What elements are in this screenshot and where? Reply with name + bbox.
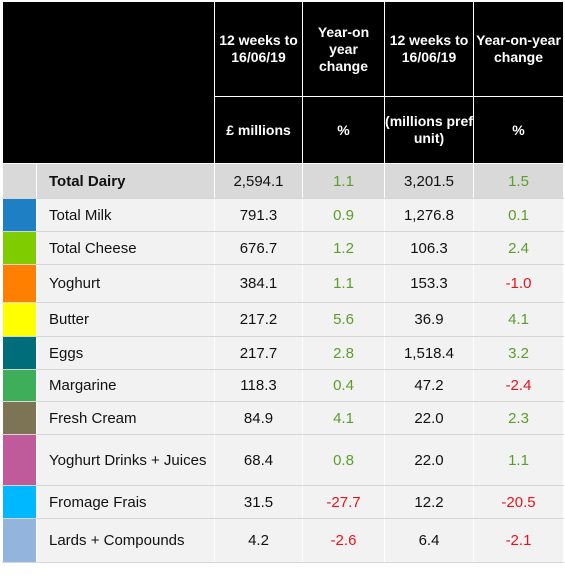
value-sales: 384.1 <box>214 264 303 303</box>
volume-units: 153.3 <box>384 264 474 303</box>
category-label: Eggs <box>36 336 215 370</box>
col3-unit: (millions pref unit) <box>384 96 474 164</box>
col1-title: 12 weeks to 16/06/19 <box>214 1 303 97</box>
volume-yoy-change: -2.1 <box>473 518 564 563</box>
table-row: Eggs 217.7 2.8 1,518.4 3.2 <box>2 336 564 370</box>
category-label: Fromage Frais <box>36 485 215 519</box>
volume-yoy-change: 3.2 <box>473 336 564 370</box>
volume-yoy-change: 0.1 <box>473 198 564 232</box>
col4-unit: % <box>473 96 564 164</box>
volume-units: 3,201.5 <box>384 163 474 199</box>
category-label: Total Cheese <box>36 231 215 265</box>
color-swatch <box>2 401 37 435</box>
value-yoy-change: 2.8 <box>302 336 385 370</box>
dairy-sales-table: 12 weeks to 16/06/19 Year-on year change… <box>2 1 564 563</box>
volume-units: 22.0 <box>384 434 474 486</box>
color-swatch <box>2 302 37 337</box>
volume-yoy-change: 2.3 <box>473 401 564 435</box>
volume-units: 106.3 <box>384 231 474 265</box>
category-label: Butter <box>36 302 215 337</box>
category-label: Total Dairy <box>36 163 215 199</box>
color-swatch <box>2 336 37 370</box>
value-sales: 118.3 <box>214 369 303 402</box>
category-label: Total Milk <box>36 198 215 232</box>
value-sales: 31.5 <box>214 485 303 519</box>
category-label: Yoghurt <box>36 264 215 303</box>
col3-title: 12 weeks to 16/06/19 <box>384 1 474 97</box>
volume-yoy-change: 4.1 <box>473 302 564 337</box>
color-swatch <box>2 163 37 199</box>
color-swatch <box>2 518 37 563</box>
table-row: Yoghurt Drinks + Juices 68.4 0.8 22.0 1.1 <box>2 434 564 486</box>
value-yoy-change: 0.9 <box>302 198 385 232</box>
value-sales: 217.7 <box>214 336 303 370</box>
total-row: Total Dairy 2,594.1 1.1 3,201.5 1.5 <box>2 163 564 199</box>
volume-units: 22.0 <box>384 401 474 435</box>
value-yoy-change: -27.7 <box>302 485 385 519</box>
value-sales: 68.4 <box>214 434 303 486</box>
volume-units: 1,518.4 <box>384 336 474 370</box>
volume-units: 6.4 <box>384 518 474 563</box>
value-yoy-change: -2.6 <box>302 518 385 563</box>
category-label: Fresh Cream <box>36 401 215 435</box>
table-row: Yoghurt 384.1 1.1 153.3 -1.0 <box>2 264 564 303</box>
color-swatch <box>2 264 37 303</box>
color-swatch <box>2 198 37 232</box>
color-swatch <box>2 434 37 486</box>
value-yoy-change: 1.1 <box>302 264 385 303</box>
volume-yoy-change: -1.0 <box>473 264 564 303</box>
value-sales: 2,594.1 <box>214 163 303 199</box>
table-body: Total Dairy 2,594.1 1.1 3,201.5 1.5 Total Mil… <box>2 163 564 563</box>
category-label: Yoghurt Drinks + Juices <box>36 434 215 486</box>
table-row: Fromage Frais 31.5 -27.7 12.2 -20.5 <box>2 485 564 519</box>
value-yoy-change: 0.8 <box>302 434 385 486</box>
volume-units: 1,276.8 <box>384 198 474 232</box>
value-yoy-change: 0.4 <box>302 369 385 402</box>
col2-unit: % <box>302 96 385 164</box>
header-blank-cell <box>2 1 215 164</box>
volume-units: 47.2 <box>384 369 474 402</box>
value-sales: 4.2 <box>214 518 303 563</box>
volume-units: 36.9 <box>384 302 474 337</box>
value-yoy-change: 4.1 <box>302 401 385 435</box>
category-label: Lards + Compounds <box>36 518 215 563</box>
table-row: Lards + Compounds 4.2 -2.6 6.4 -2.1 <box>2 518 564 563</box>
table-row: Margarine 118.3 0.4 47.2 -2.4 <box>2 369 564 402</box>
table-row: Total Cheese 676.7 1.2 106.3 2.4 <box>2 231 564 265</box>
volume-units: 12.2 <box>384 485 474 519</box>
volume-yoy-change: -2.4 <box>473 369 564 402</box>
color-swatch <box>2 485 37 519</box>
col1-unit: £ millions <box>214 96 303 164</box>
col4-title: Year-on-year change <box>473 1 564 97</box>
volume-yoy-change: 2.4 <box>473 231 564 265</box>
value-yoy-change: 1.2 <box>302 231 385 265</box>
volume-yoy-change: 1.1 <box>473 434 564 486</box>
volume-yoy-change: -20.5 <box>473 485 564 519</box>
table-row: Fresh Cream 84.9 4.1 22.0 2.3 <box>2 401 564 435</box>
category-label: Margarine <box>36 369 215 402</box>
color-swatch <box>2 369 37 402</box>
color-swatch <box>2 231 37 265</box>
value-yoy-change: 1.1 <box>302 163 385 199</box>
col2-title: Year-on year change <box>302 1 385 97</box>
table-row: Butter 217.2 5.6 36.9 4.1 <box>2 302 564 337</box>
value-sales: 676.7 <box>214 231 303 265</box>
value-yoy-change: 5.6 <box>302 302 385 337</box>
volume-yoy-change: 1.5 <box>473 163 564 199</box>
value-sales: 791.3 <box>214 198 303 232</box>
value-sales: 84.9 <box>214 401 303 435</box>
table-row: Total Milk 791.3 0.9 1,276.8 0.1 <box>2 198 564 232</box>
value-sales: 217.2 <box>214 302 303 337</box>
